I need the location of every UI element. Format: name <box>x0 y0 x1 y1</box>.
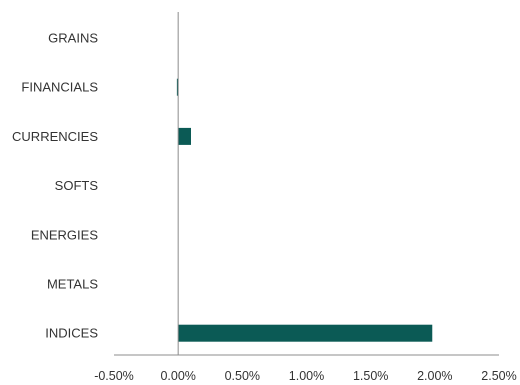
x-tick-labels: -0.50% 0.00% 0.50% 1.00% 1.50% 2.00% 2.50% <box>94 369 517 383</box>
x-tick-label: 2.50% <box>481 369 516 383</box>
bar-currencies <box>178 127 191 145</box>
bars-group <box>176 78 433 342</box>
x-tick-label: 0.50% <box>225 369 260 383</box>
category-label-grains: GRAINS <box>48 31 98 46</box>
category-label-currencies: CURRENCIES <box>12 129 98 144</box>
x-tick-label: 2.00% <box>417 369 452 383</box>
category-label-indices: INDICES <box>45 326 98 341</box>
x-tick-label: 1.50% <box>353 369 388 383</box>
x-tick-label: 0.00% <box>160 369 195 383</box>
category-label-financials: FINANCIALS <box>21 80 98 95</box>
category-label-softs: SOFTS <box>55 178 99 193</box>
x-tick-label: 1.00% <box>289 369 324 383</box>
x-tick-label: -0.50% <box>94 369 134 383</box>
category-label-metals: METALS <box>47 277 98 292</box>
bar-financials <box>176 78 179 96</box>
category-label-energies: ENERGIES <box>31 227 99 242</box>
category-labels: GRAINS FINANCIALS CURRENCIES SOFTS ENERGIES M… <box>12 31 98 341</box>
bar-indices <box>178 324 433 342</box>
